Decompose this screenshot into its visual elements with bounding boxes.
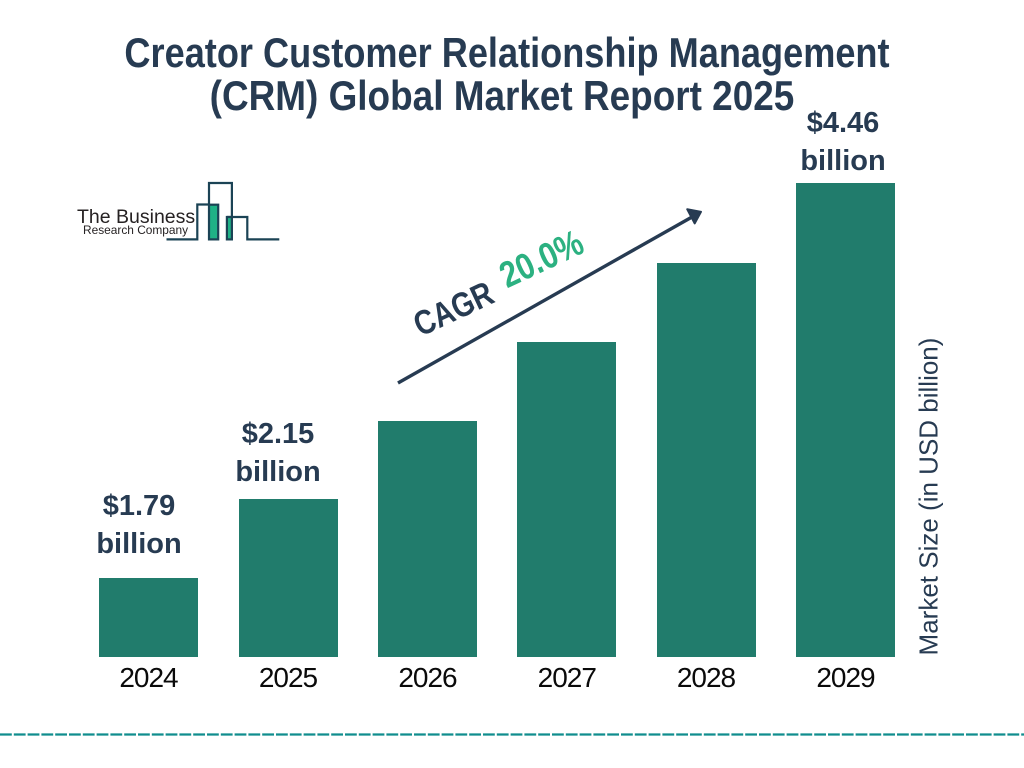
svg-text:Market Size (in USD billion): Market Size (in USD billion) <box>913 338 943 656</box>
